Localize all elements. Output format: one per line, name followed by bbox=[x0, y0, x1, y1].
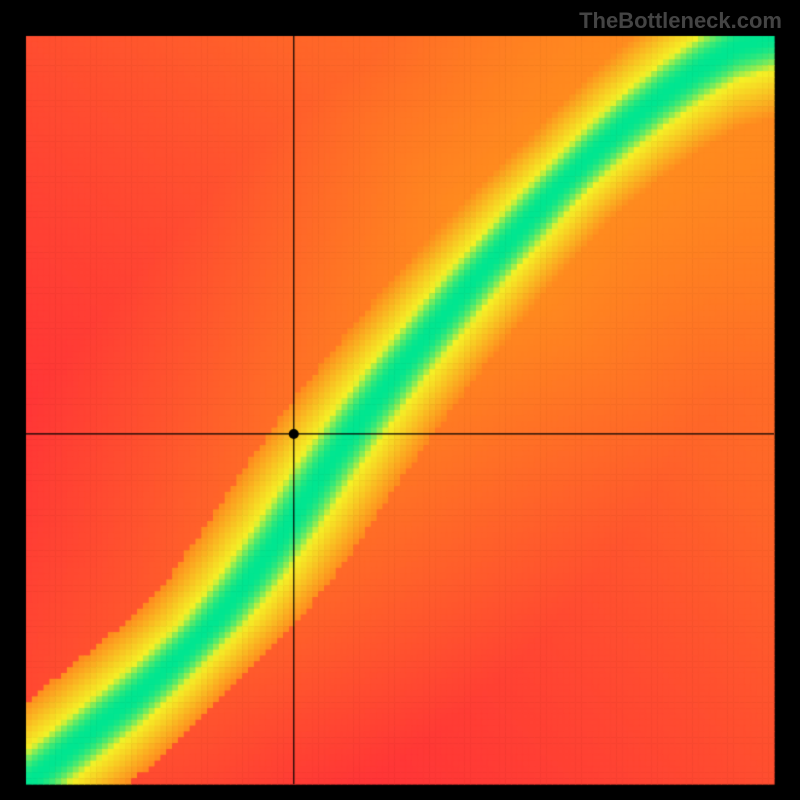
chart-container: TheBottleneck.com bbox=[0, 0, 800, 800]
watermark-text: TheBottleneck.com bbox=[579, 8, 782, 34]
heatmap-canvas bbox=[0, 0, 800, 800]
